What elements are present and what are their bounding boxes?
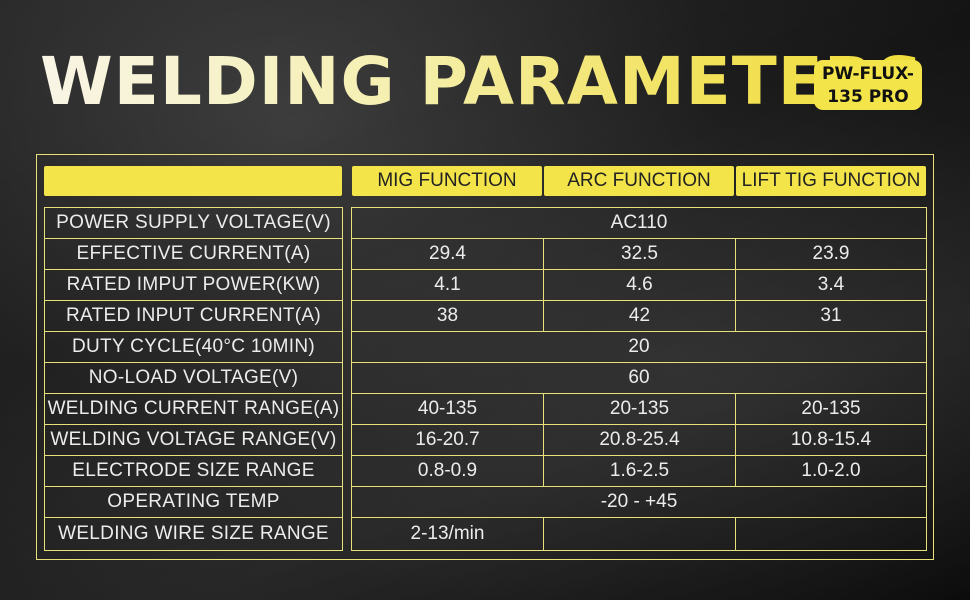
mig-value-cell: 4.1 bbox=[351, 269, 544, 301]
row-label: NO-LOAD VOLTAGE(V) bbox=[44, 362, 343, 394]
header-mig-function: MIG FUNCTION bbox=[352, 166, 542, 196]
tig-value-cell: 23.9 bbox=[735, 238, 927, 270]
mig-value-cell: 38 bbox=[351, 300, 544, 332]
merged-value-cell: AC110 bbox=[351, 207, 927, 239]
arc-value-cell: 4.6 bbox=[543, 269, 736, 301]
header-arc-function: ARC FUNCTION bbox=[544, 166, 734, 196]
mig-value-cell: 29.4 bbox=[351, 238, 544, 270]
model-badge: PW-FLUX- 135 PRO bbox=[814, 60, 922, 110]
arc-value-cell: 1.6-2.5 bbox=[543, 455, 736, 487]
merged-value-cell: 60 bbox=[351, 362, 927, 394]
row-label: RATED IMPUT POWER(KW) bbox=[44, 269, 343, 301]
parameters-table-frame bbox=[36, 154, 934, 560]
model-badge-line2: 135 PRO bbox=[827, 87, 909, 107]
mig-value-cell: 40-135 bbox=[351, 393, 544, 425]
tig-value-cell: 1.0-2.0 bbox=[735, 455, 927, 487]
row-label: WELDING WIRE SIZE RANGE bbox=[44, 517, 343, 551]
tig-value-cell: 10.8-15.4 bbox=[735, 424, 927, 456]
arc-value-cell: 20.8-25.4 bbox=[543, 424, 736, 456]
mig-value-cell: 16-20.7 bbox=[351, 424, 544, 456]
row-label: WELDING CURRENT RANGE(A) bbox=[44, 393, 343, 425]
tig-value-cell bbox=[735, 517, 927, 551]
header-blank-cell bbox=[44, 166, 342, 196]
arc-value-cell: 32.5 bbox=[543, 238, 736, 270]
tig-value-cell: 3.4 bbox=[735, 269, 927, 301]
merged-value-cell: -20 - +45 bbox=[351, 486, 927, 518]
row-label: ELECTRODE SIZE RANGE bbox=[44, 455, 343, 487]
mig-value-cell: 0.8-0.9 bbox=[351, 455, 544, 487]
model-badge-line1: PW-FLUX- bbox=[822, 64, 914, 84]
page-title: WELDING PARAMETERS bbox=[40, 43, 925, 120]
arc-value-cell: 20-135 bbox=[543, 393, 736, 425]
row-label: OPERATING TEMP bbox=[44, 486, 343, 518]
tig-value-cell: 20-135 bbox=[735, 393, 927, 425]
merged-value-cell: 20 bbox=[351, 331, 927, 363]
mig-value-cell: 2-13/min bbox=[351, 517, 544, 551]
row-label: WELDING VOLTAGE RANGE(V) bbox=[44, 424, 343, 456]
tig-value-cell: 31 bbox=[735, 300, 927, 332]
row-label: RATED INPUT CURRENT(A) bbox=[44, 300, 343, 332]
row-label: EFFECTIVE CURRENT(A) bbox=[44, 238, 343, 270]
row-label: POWER SUPPLY VOLTAGE(V) bbox=[44, 207, 343, 239]
arc-value-cell bbox=[543, 517, 736, 551]
row-label: DUTY CYCLE(40°C 10MIN) bbox=[44, 331, 343, 363]
header-lift-tig-function: LIFT TIG FUNCTION bbox=[736, 166, 926, 196]
arc-value-cell: 42 bbox=[543, 300, 736, 332]
